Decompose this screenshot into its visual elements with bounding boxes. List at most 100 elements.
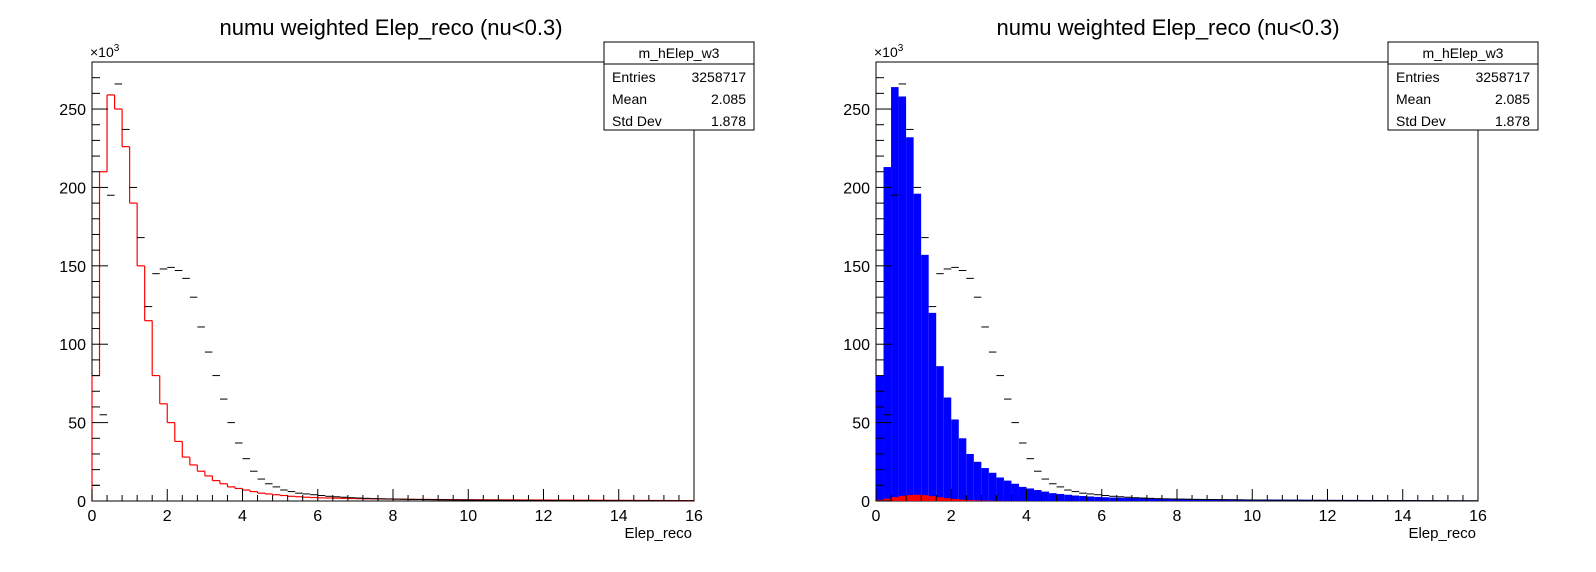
stats-entries-label: Entries xyxy=(612,69,656,85)
y-tick-label: 0 xyxy=(77,494,86,511)
histogram-layer xyxy=(91,83,694,502)
histogram-bar xyxy=(1071,495,1080,501)
x-tick-label: 8 xyxy=(1173,508,1182,525)
histogram-bar xyxy=(1161,498,1170,501)
histogram-bar xyxy=(1184,498,1193,501)
y-tick-label: 150 xyxy=(843,259,870,276)
histogram-bar xyxy=(966,453,974,501)
y-tick-label: 0 xyxy=(861,494,870,511)
histogram-bar xyxy=(1056,493,1065,501)
histogram-bar xyxy=(921,495,929,501)
histogram-bar xyxy=(921,254,929,501)
x-tick-label: 14 xyxy=(610,508,628,525)
histogram-bar xyxy=(943,397,952,501)
stats-mean-value: 2.085 xyxy=(711,91,746,107)
x-tick-label: 4 xyxy=(1022,508,1031,525)
stats-entries-label: Entries xyxy=(1396,69,1440,85)
histogram-bar xyxy=(1146,498,1155,501)
x-tick-label: 10 xyxy=(459,508,477,525)
y-tick-label: 100 xyxy=(59,337,86,354)
histogram-layer xyxy=(876,83,1478,502)
stats-box: m_hElep_w3 Entries 3258717 Mean 2.085 St… xyxy=(1387,41,1539,131)
histogram-bar xyxy=(966,500,974,501)
histogram-bar xyxy=(1041,491,1050,501)
stats-mean-label: Mean xyxy=(612,91,647,107)
histogram-bar xyxy=(1154,498,1162,501)
histogram-bar xyxy=(883,167,892,501)
histogram-bar xyxy=(898,495,907,501)
histogram-bar xyxy=(1109,497,1117,501)
histogram-bar xyxy=(913,193,922,501)
x-tick-label: 12 xyxy=(1319,508,1337,525)
x-tick-label: 2 xyxy=(947,508,956,525)
y-multiplier: ×103 xyxy=(90,43,120,60)
histogram-bar xyxy=(883,498,892,501)
y-tick-label: 100 xyxy=(843,337,870,354)
histogram-bar xyxy=(1116,497,1125,501)
y-tick-label: 250 xyxy=(843,102,870,119)
histogram-bar xyxy=(928,312,937,501)
x-tick-label: 10 xyxy=(1243,508,1261,525)
histogram-bar xyxy=(958,438,967,501)
left-chart-panel: numu weighted Elep_reco (nu<0.3) 0 2 4 6 8 10… xyxy=(59,15,755,542)
histogram-bar xyxy=(1192,498,1200,501)
x-tick-label: 2 xyxy=(163,508,172,525)
histogram-bar xyxy=(981,468,989,501)
right-chart-panel: numu weighted Elep_reco (nu<0.3) 0 2 4 6 8 10… xyxy=(843,15,1539,542)
stats-stddev-label: Std Dev xyxy=(612,113,662,129)
stats-stddev-value: 1.878 xyxy=(1495,113,1530,129)
y-tick-label: 250 xyxy=(59,102,86,119)
histogram-bar xyxy=(1079,495,1087,501)
histogram-bar xyxy=(898,96,907,501)
stats-mean-label: Mean xyxy=(1396,91,1431,107)
x-tick-label: 16 xyxy=(1469,508,1487,525)
histogram-bar xyxy=(1003,480,1012,501)
histogram-bar xyxy=(1086,496,1095,501)
plot-area: 0 2 4 6 8 10 12 14 16 0 50 100 150 200 250 m_hElep_w3 … xyxy=(843,41,1539,525)
histogram-bar xyxy=(891,497,899,501)
x-axis-label: Elep_reco xyxy=(624,525,692,542)
histogram-bar xyxy=(943,498,952,501)
histogram-bar xyxy=(996,477,1004,501)
chart-title: numu weighted Elep_reco (nu<0.3) xyxy=(996,15,1339,40)
axes-layer: 0 2 4 6 8 10 12 14 16 0 50 100 150 200 250 xyxy=(843,61,1487,525)
stats-stddev-value: 1.878 xyxy=(711,113,746,129)
stats-stddev-label: Std Dev xyxy=(1396,113,1446,129)
stats-box-name: m_hElep_w3 xyxy=(1423,45,1504,61)
x-tick-label: 0 xyxy=(88,508,97,525)
histogram-bar xyxy=(928,496,937,501)
y-tick-label: 50 xyxy=(68,416,86,433)
histogram-bar xyxy=(1026,488,1035,501)
histogram-bar xyxy=(936,497,944,501)
y-tick-label: 200 xyxy=(843,180,870,197)
stats-mean-value: 2.085 xyxy=(1495,91,1530,107)
y-tick-label: 200 xyxy=(59,180,86,197)
x-tick-label: 16 xyxy=(685,508,703,525)
plot-area: 0 2 4 6 8 10 12 14 16 0 50 100 150 200 250 m_hElep_w3 … xyxy=(59,41,755,525)
histogram-bar xyxy=(1177,498,1185,501)
x-axis-label: Elep_reco xyxy=(1408,525,1476,542)
histogram-bar xyxy=(973,500,982,501)
histogram-bar xyxy=(1094,496,1102,501)
histogram-bar xyxy=(1034,490,1042,501)
histogram-bar xyxy=(1101,497,1110,501)
histogram-bar xyxy=(951,419,959,501)
histogram-bar xyxy=(1131,498,1140,501)
histogram-bar xyxy=(1064,494,1072,501)
histogram-bar xyxy=(988,472,997,501)
y-multiplier: ×103 xyxy=(874,43,904,60)
chart-title: numu weighted Elep_reco (nu<0.3) xyxy=(219,15,562,40)
x-tick-label: 6 xyxy=(1097,508,1106,525)
histogram-bar xyxy=(973,461,982,501)
histogram-bar xyxy=(1139,498,1147,501)
stats-box-frame xyxy=(1387,41,1539,131)
x-tick-label: 4 xyxy=(238,508,247,525)
stats-entries-value: 3258717 xyxy=(691,69,746,85)
histogram-bar xyxy=(1018,486,1027,501)
histogram-bar xyxy=(1011,483,1019,501)
stats-box-frame xyxy=(603,41,755,131)
histogram-bar xyxy=(906,137,914,501)
x-tick-label: 8 xyxy=(389,508,398,525)
x-tick-label: 0 xyxy=(872,508,881,525)
